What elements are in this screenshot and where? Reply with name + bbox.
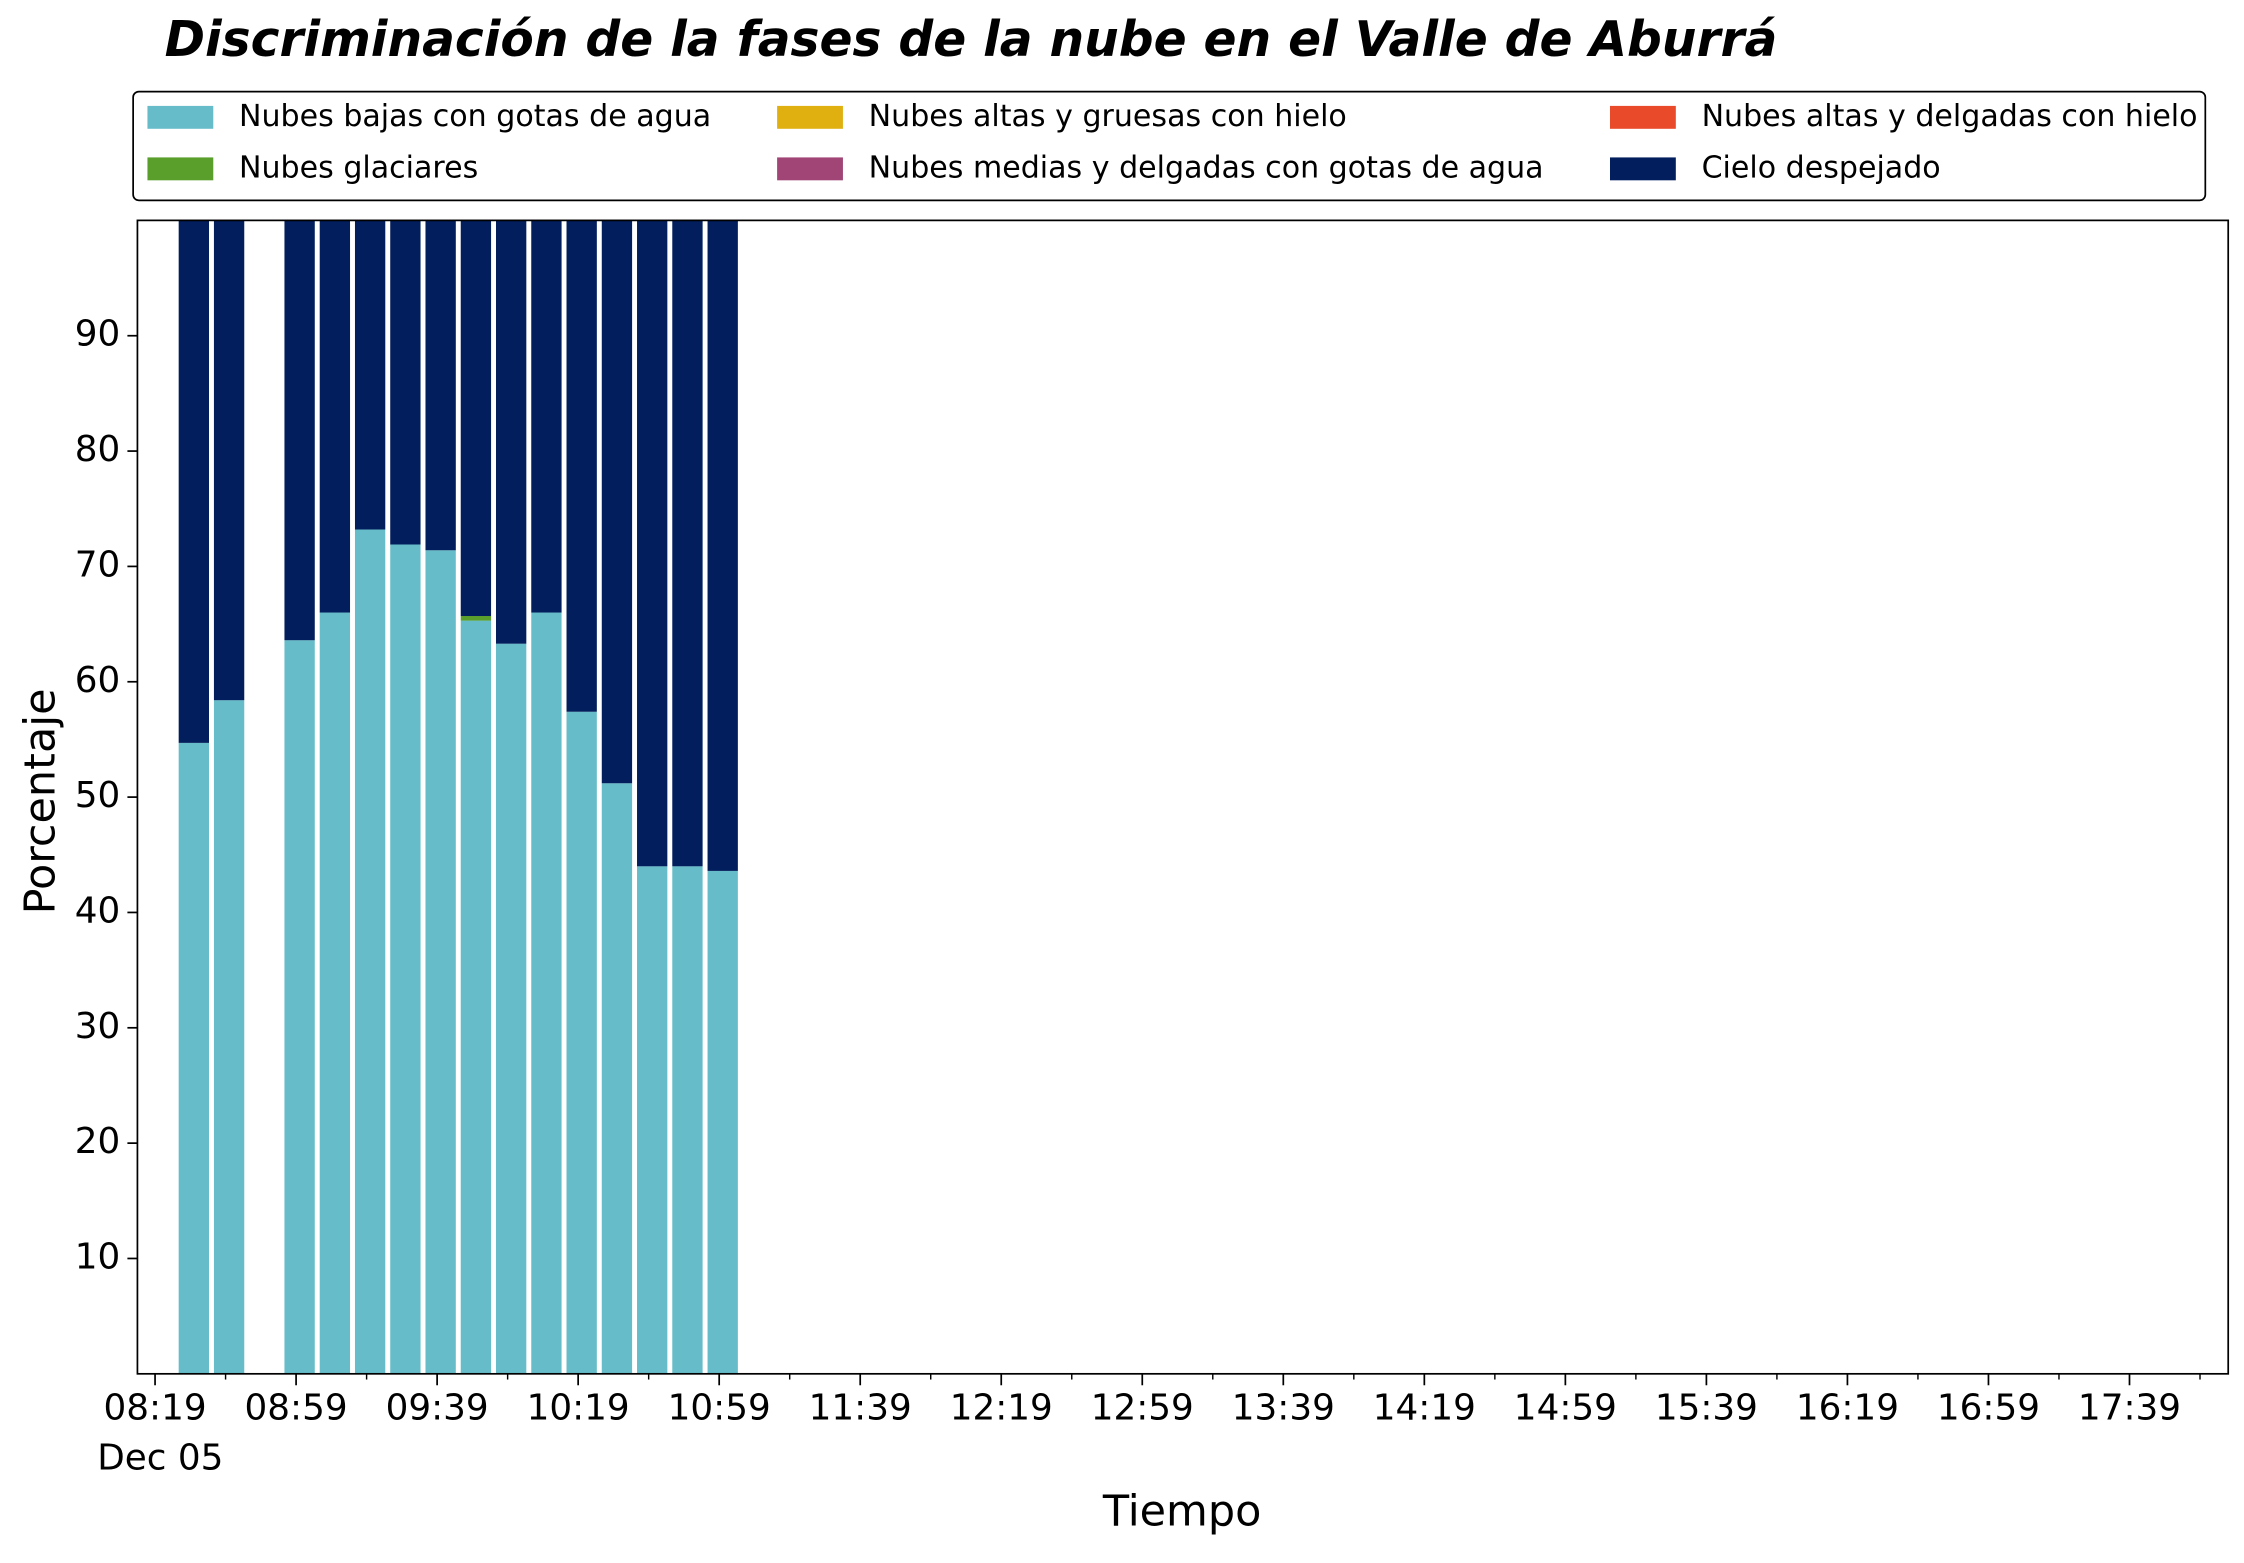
x-date-label: Dec 05: [97, 1438, 223, 1479]
bar-segment: [566, 711, 597, 1374]
legend-swatch: [147, 157, 214, 181]
y-axis-label: Porcentaje: [15, 688, 65, 914]
bar-segment: [637, 866, 668, 1374]
legend-swatch: [1609, 157, 1676, 181]
legend-box: [132, 90, 2207, 202]
bar-segment: [319, 612, 351, 1374]
bar-segment: [637, 220, 668, 867]
bar-segment: [284, 640, 315, 1374]
bar-segment: [495, 643, 527, 1374]
y-tick-label: 10: [75, 1236, 121, 1277]
bar-segment: [601, 220, 633, 784]
bar-segment: [425, 550, 456, 1374]
chart-title: Discriminación de la fases de la nube en…: [165, 12, 1778, 68]
bar-segment: [460, 220, 492, 617]
legend-swatch: [1609, 105, 1676, 129]
bar-segment: [178, 742, 210, 1374]
x-tick-label: 15:39: [1655, 1388, 1758, 1429]
bar-segment: [601, 783, 633, 1374]
x-tick-label: 10:59: [668, 1388, 771, 1429]
x-tick-label: 16:59: [1937, 1388, 2040, 1429]
x-tick-label: 08:19: [104, 1388, 207, 1429]
bar-segment: [213, 220, 245, 701]
bar-segment: [284, 220, 315, 641]
bar-segment: [566, 220, 597, 712]
bar-segment: [707, 870, 738, 1374]
x-tick-label: 17:39: [2078, 1388, 2181, 1429]
legend-label: Nubes medias y delgadas con gotas de agu…: [869, 150, 1544, 185]
bar-segment: [531, 220, 562, 613]
x-tick-label: 09:39: [386, 1388, 489, 1429]
bar-segment: [213, 700, 245, 1374]
x-tick-label: 16:19: [1796, 1388, 1899, 1429]
legend-label: Cielo despejado: [1702, 150, 1941, 185]
x-tick-label: 11:39: [809, 1388, 912, 1429]
bar-segment: [178, 220, 210, 743]
x-tick-label: 08:59: [245, 1388, 348, 1429]
bar-segment: [460, 620, 492, 1374]
bar-segment: [531, 612, 562, 1374]
bar-segment: [354, 529, 386, 1374]
y-tick-label: 20: [75, 1121, 121, 1162]
x-tick-label: 10:19: [527, 1388, 630, 1429]
y-tick-label: 60: [75, 660, 121, 701]
bar-segment: [707, 220, 738, 871]
y-tick-label: 30: [75, 1006, 121, 1047]
bar-segment: [319, 220, 351, 613]
y-tick-label: 40: [75, 890, 121, 931]
legend-swatch: [777, 157, 843, 181]
bar-segment: [460, 616, 492, 621]
bar-segment: [425, 220, 456, 551]
legend-swatch: [147, 105, 214, 129]
x-tick-label: 14:19: [1373, 1388, 1476, 1429]
legend-swatch: [777, 105, 843, 129]
bar-segment: [390, 544, 421, 1374]
legend-label: Nubes glaciares: [239, 150, 478, 185]
y-tick-label: 80: [75, 429, 121, 470]
x-axis-label: Tiempo: [1102, 1487, 1262, 1537]
y-tick-label: 90: [75, 314, 121, 355]
bar-segment: [672, 220, 703, 867]
bar-segment: [495, 220, 527, 644]
y-tick-label: 70: [75, 544, 121, 585]
legend-label: Nubes altas y delgadas con hielo: [1702, 99, 2198, 134]
bar-segment: [354, 220, 386, 530]
x-tick-label: 14:59: [1514, 1388, 1617, 1429]
x-tick-label: 12:59: [1091, 1388, 1194, 1429]
legend-label: Nubes bajas con gotas de agua: [239, 99, 711, 134]
legend-label: Nubes altas y gruesas con hielo: [869, 99, 1347, 134]
x-tick-label: 13:39: [1232, 1388, 1335, 1429]
y-tick-label: 50: [75, 775, 121, 816]
bar-segment: [390, 220, 421, 545]
bar-segment: [672, 866, 703, 1374]
x-tick-label: 12:19: [950, 1388, 1053, 1429]
